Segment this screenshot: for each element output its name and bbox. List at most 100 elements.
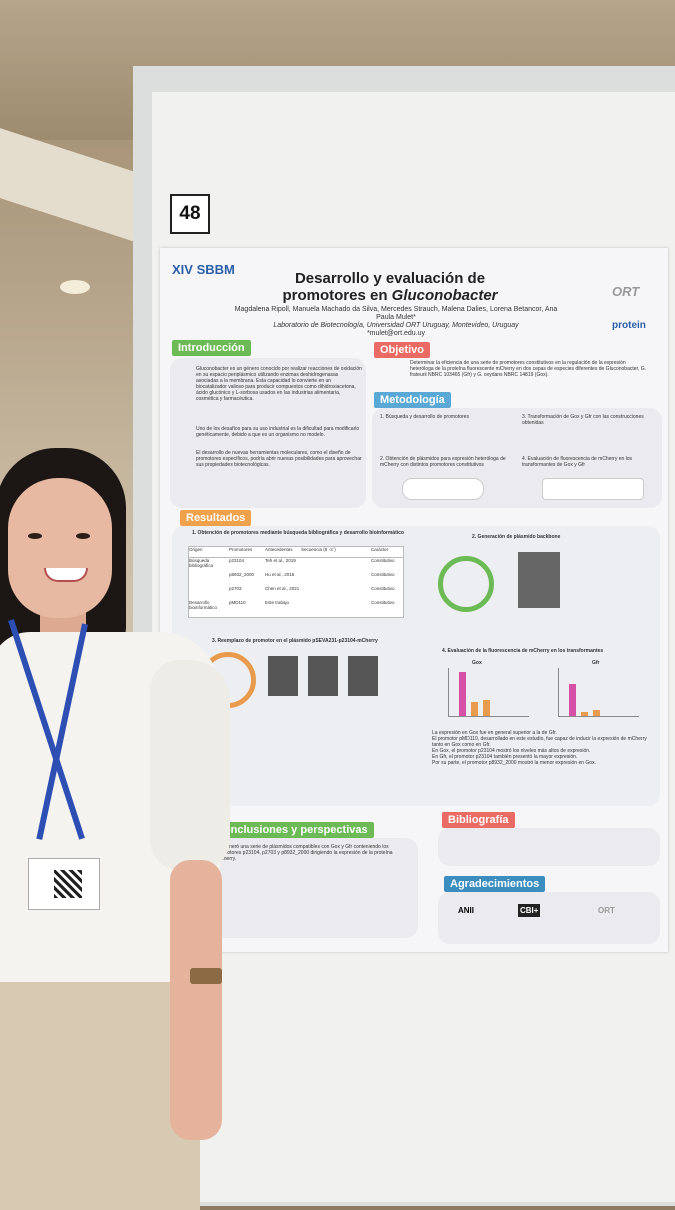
cell: p23104 xyxy=(229,558,245,563)
ceiling-light xyxy=(60,280,90,294)
cell: Búsqueda bibliográfica xyxy=(189,558,214,568)
result-bullets: La expresión en Gox fue en general super… xyxy=(432,730,654,766)
scientific-poster: XIV SBBM Desarrollo y evaluación de prom… xyxy=(160,248,668,952)
cell: Chen et al., 2021 xyxy=(265,586,300,591)
section-objetivo: Objetivo xyxy=(374,342,431,358)
res-header-1: 1. Obtención de promotores mediante búsq… xyxy=(192,530,404,536)
bar xyxy=(593,710,600,716)
res-header-2: 2. Generación de plásmido backbone xyxy=(472,534,561,540)
section-introduccion: Introducción xyxy=(172,340,251,356)
wristwatch xyxy=(190,968,222,984)
bar xyxy=(483,700,490,716)
bibliografia-box xyxy=(438,828,660,866)
logo-ort: ORT xyxy=(612,284,640,299)
bar xyxy=(581,712,588,716)
title-line1: Desarrollo y evaluación de xyxy=(294,270,486,287)
person-arm xyxy=(170,860,222,1140)
th-secuencia: Secuencia (5´-3´) xyxy=(301,547,336,552)
person-face xyxy=(8,478,112,618)
title-prefix: promotores en xyxy=(282,287,392,304)
agradecimientos-box: ANII CBI+ ORT xyxy=(438,892,660,944)
section-resultados: Resultados xyxy=(180,510,252,526)
gel-image-3 xyxy=(308,656,338,696)
met-diagram-1 xyxy=(402,478,484,500)
logo-cbi: CBI+ xyxy=(518,904,541,917)
section-conclusiones: Conclusiones y perspectivas xyxy=(210,822,374,838)
cell: Este trabajo xyxy=(265,600,290,605)
cell: Hu et al., 2015 xyxy=(265,572,295,577)
cell: Constitutivo xyxy=(371,572,395,577)
affiliation: Laboratorio de Biotecnología, Universida… xyxy=(273,322,519,329)
cell xyxy=(189,572,229,586)
person-sleeve xyxy=(150,660,230,870)
bullet: La expresión en Gox fue en general super… xyxy=(432,730,557,736)
bullet: En Gox, el promotor p23104 mostró los ni… xyxy=(432,748,591,754)
cell: Desarrollo bioinformático xyxy=(189,600,218,610)
met-diagram-2 xyxy=(542,478,644,500)
title-italic: Gluconobacter xyxy=(391,287,498,304)
resultados-box: 1. Obtención de promotores mediante búsq… xyxy=(172,526,660,806)
bullet: Por su parte, el promotor p8932_2000 mos… xyxy=(432,760,596,766)
cell: Teh et al., 2019 xyxy=(265,558,296,563)
th-promotores: Promotores xyxy=(229,547,253,552)
promoter-table: Origen Promotores Antecedentes Secuencia… xyxy=(188,546,404,618)
intro-text2: Uno de los desafíos para su uso industri… xyxy=(196,426,360,438)
bullet: El promotor pMD110, desarrollado en este… xyxy=(432,736,647,748)
cell xyxy=(301,572,371,586)
email: *mulet@ort.edu.uy xyxy=(366,330,426,337)
plasmid-map-icon xyxy=(438,556,494,612)
cell: pMD110 xyxy=(229,600,246,605)
conclusion-text: Se generó una serie de plásmidos compati… xyxy=(216,844,393,862)
intro-text3: El desarrollo de nuevas herramientas mol… xyxy=(196,450,362,468)
section-metodologia: Metodología xyxy=(374,392,451,408)
th-caracter: Carácter xyxy=(371,547,389,552)
res-header-4: 4. Evaluación de la fluorescencia de mCh… xyxy=(442,648,604,654)
authors: Magdalena Ripoll, Manuela Machado da Sil… xyxy=(226,306,566,338)
cell: p8932_2000 xyxy=(229,572,255,577)
table-row: Desarrollo bioinformático pMD110 Este tr… xyxy=(189,600,403,614)
poster-title: Desarrollo y evaluación de promotores en… xyxy=(240,270,540,304)
qr-code-icon xyxy=(54,870,82,898)
section-agradecimientos: Agradecimientos xyxy=(444,876,546,892)
objetivo-text: Determinar la eficiencia de una serie de… xyxy=(410,360,646,378)
table-header-row: Origen Promotores Antecedentes Secuencia… xyxy=(189,547,403,558)
author-list: Magdalena Ripoll, Manuela Machado da Sil… xyxy=(234,306,558,321)
cell xyxy=(301,558,371,572)
table-row: Búsqueda bibliográfica p23104 Teh et al.… xyxy=(189,558,403,572)
cell: p2703 xyxy=(229,586,242,591)
intro-box: Gluconobacter es un género conocido por … xyxy=(170,358,366,508)
table-row: p2703 Chen et al., 2021 Constitutivo xyxy=(189,586,403,600)
title-line2: promotores en Gluconobacter xyxy=(240,287,540,304)
section-bibliografia: Bibliografía xyxy=(442,812,515,828)
logo-ort-footer: ORT xyxy=(598,906,615,915)
intro-text: Gluconobacter es un género conocido por … xyxy=(196,366,362,402)
metodologia-box: 1. Búsqueda y desarrollo de promotores 3… xyxy=(372,408,662,508)
person-eye-left xyxy=(28,533,42,539)
met-step-3: 3. Transformación de Gox y Gfr con las c… xyxy=(522,414,644,426)
gel-image-4 xyxy=(348,656,378,696)
met-step-4: 4. Evaluación de fluorescencia de mCherr… xyxy=(522,456,633,468)
logo-protein: protein xyxy=(612,320,646,331)
chart-label-gox: Gox xyxy=(472,660,482,666)
chart-label-gfr: Gfr xyxy=(592,660,600,666)
cell: Constitutivo xyxy=(371,586,395,591)
person-eye-right xyxy=(76,533,90,539)
board-number: 48 xyxy=(170,194,210,234)
cell xyxy=(301,586,371,600)
th-origen: Origen xyxy=(189,547,203,552)
gel-image xyxy=(518,552,560,608)
bar xyxy=(569,684,576,716)
logo-anii: ANII xyxy=(458,906,474,915)
met-step-1: 1. Búsqueda y desarrollo de promotores xyxy=(380,414,469,420)
gel-image-2 xyxy=(268,656,298,696)
conclusiones-box: Se generó una serie de plásmidos compati… xyxy=(208,838,418,938)
chart-gfr xyxy=(558,668,639,717)
bar xyxy=(459,672,466,716)
cell: Constitutivo xyxy=(371,600,395,605)
bar xyxy=(471,702,478,716)
table-row: p8932_2000 Hu et al., 2015 Constitutivo xyxy=(189,572,403,586)
cell: Constitutivo xyxy=(371,558,395,563)
cell xyxy=(301,600,371,614)
bullet: En Gfr, el promotor p23104 también prese… xyxy=(432,754,578,760)
res-header-3: 3. Reemplazo de promotor en el plásmido … xyxy=(212,638,378,644)
